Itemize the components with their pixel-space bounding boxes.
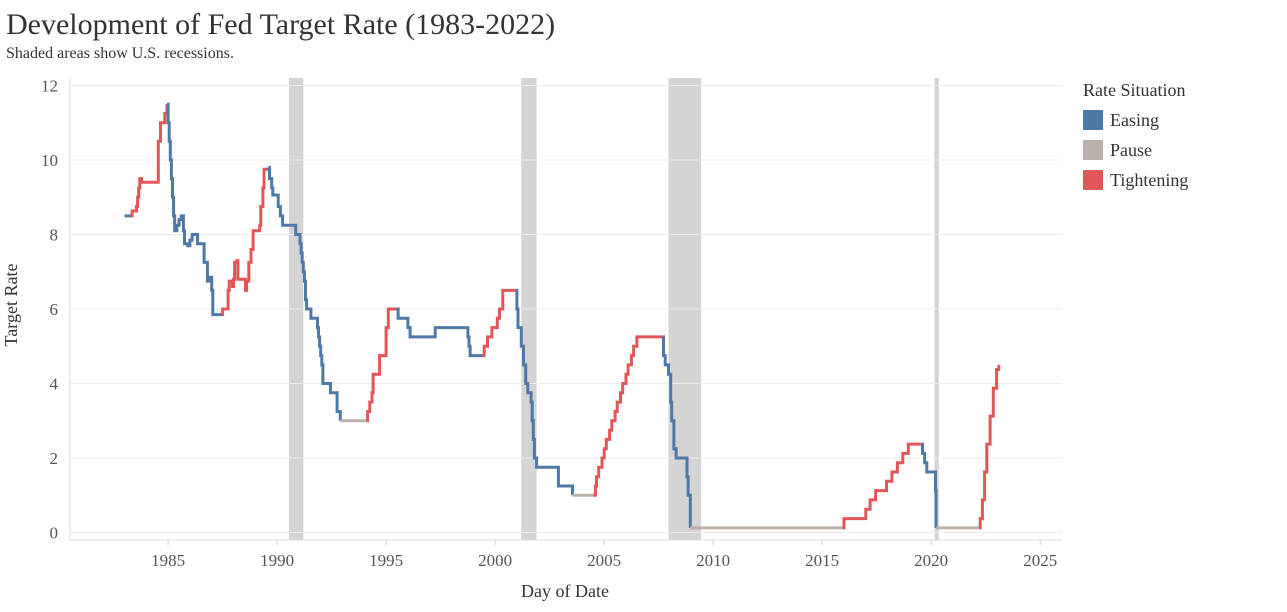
line-layer: [124, 102, 1001, 530]
y-tick-label-12: 12: [41, 76, 58, 95]
series-segment-easing-4: [268, 165, 342, 421]
legend-label-pause: Pause: [1110, 139, 1152, 160]
series-segment-tightening-14: [842, 442, 922, 530]
x-tick-label-2000: 2000: [478, 551, 512, 570]
legend-label-tightening: Tightening: [1110, 169, 1189, 190]
series-segment-tightening-8: [482, 288, 516, 358]
legend-swatch-pause: [1083, 140, 1103, 160]
series-segment-easing-9: [515, 288, 574, 496]
x-axis-title: Day of Date: [521, 581, 609, 601]
chart-subtitle: Shaded areas show U.S. recessions.: [6, 45, 234, 62]
y-tick-label-8: 8: [50, 225, 59, 244]
y-tick-label-2: 2: [50, 449, 59, 468]
x-tick-label-2005: 2005: [587, 551, 621, 570]
y-tick-label-10: 10: [41, 151, 58, 170]
legend-swatch-easing: [1083, 110, 1103, 130]
legend-swatch-tightening: [1083, 170, 1103, 190]
legend-item-tightening[interactable]: Tightening: [1083, 165, 1188, 195]
legend-item-easing[interactable]: Easing: [1083, 105, 1188, 135]
y-axis-title: Target Rate: [1, 264, 21, 347]
y-tick-label-4: 4: [50, 375, 59, 394]
y-tick-label-0: 0: [50, 524, 59, 543]
series-segment-easing-12: [662, 335, 692, 528]
series-segment-tightening-1: [130, 104, 169, 218]
axis-layer: 0 2 4 6 8 10 12 1985 1990 1995 2000 2005 2010 2015 202…: [41, 76, 1062, 570]
x-tick-label-1995: 1995: [369, 551, 403, 570]
series-segment-tightening-11: [593, 335, 663, 497]
grid-layer: [70, 84, 1062, 534]
legend-item-pause[interactable]: Pause: [1083, 135, 1188, 165]
chart-title: Development of Fed Target Rate (1983-202…: [6, 8, 556, 41]
series-segment-tightening-3: [221, 167, 270, 317]
x-tick-label-2020: 2020: [914, 551, 948, 570]
x-tick-label-2010: 2010: [696, 551, 730, 570]
x-tick-label-2025: 2025: [1023, 551, 1057, 570]
series-segment-tightening-6: [366, 307, 397, 423]
series-segment-tightening-17: [978, 364, 1001, 530]
x-tick-label-1990: 1990: [260, 551, 294, 570]
series-segment-easing-15: [921, 442, 938, 528]
y-tick-label-6: 6: [50, 300, 59, 319]
legend: Rate Situation Easing Pause Tightening: [1083, 80, 1188, 195]
series-segment-easing-7: [396, 307, 484, 358]
x-tick-label-2015: 2015: [805, 551, 839, 570]
legend-label-easing: Easing: [1110, 109, 1159, 130]
x-tick-label-1985: 1985: [151, 551, 185, 570]
legend-title: Rate Situation: [1083, 80, 1186, 100]
series-segment-easing-2: [166, 102, 222, 317]
